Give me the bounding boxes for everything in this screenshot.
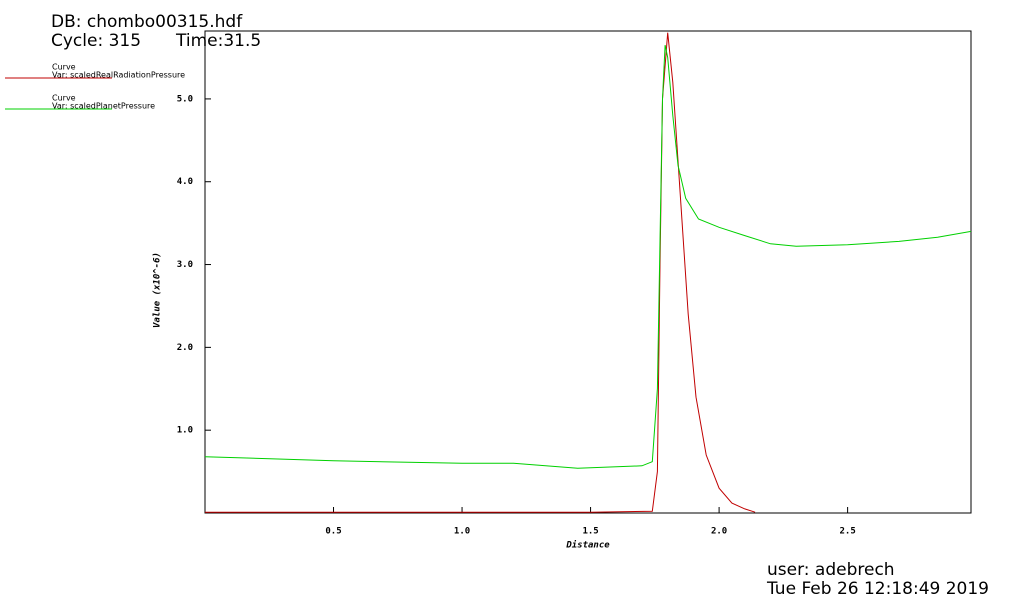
x-tick-label: 2.0 bbox=[711, 527, 727, 537]
y-tick-label: 5.0 bbox=[177, 94, 193, 104]
y-tick-label: 3.0 bbox=[177, 260, 193, 270]
x-tick-label: 1.5 bbox=[582, 527, 598, 537]
series-line bbox=[204, 44, 972, 469]
x-axis-label: Distance bbox=[565, 540, 610, 551]
user-label: user: adebrech bbox=[767, 560, 895, 580]
y-axis-label: Value (x10^-6) bbox=[153, 252, 163, 328]
y-tick-label: 2.0 bbox=[177, 343, 193, 353]
db-label: DB: chombo00315.hdf bbox=[51, 12, 243, 32]
x-tick-label: 2.5 bbox=[839, 527, 855, 537]
cycle-label: Cycle: 315 bbox=[51, 31, 141, 51]
series-line bbox=[205, 32, 756, 513]
legend-heading: Curve bbox=[52, 63, 76, 72]
time-label: Time:31.5 bbox=[175, 31, 261, 51]
legend-heading: Curve bbox=[52, 94, 76, 103]
legend-name: Var: scaledPlanetPressure bbox=[52, 102, 155, 111]
y-tick-label: 1.0 bbox=[177, 426, 193, 436]
y-tick-label: 4.0 bbox=[177, 177, 193, 187]
x-tick-label: 1.0 bbox=[454, 527, 470, 537]
date-label: Tue Feb 26 12:18:49 2019 bbox=[766, 579, 989, 599]
legend-name: Var: scaledRealRadiationPressure bbox=[52, 71, 185, 80]
plot-frame bbox=[204, 30, 972, 514]
x-tick-label: 0.5 bbox=[325, 527, 341, 537]
